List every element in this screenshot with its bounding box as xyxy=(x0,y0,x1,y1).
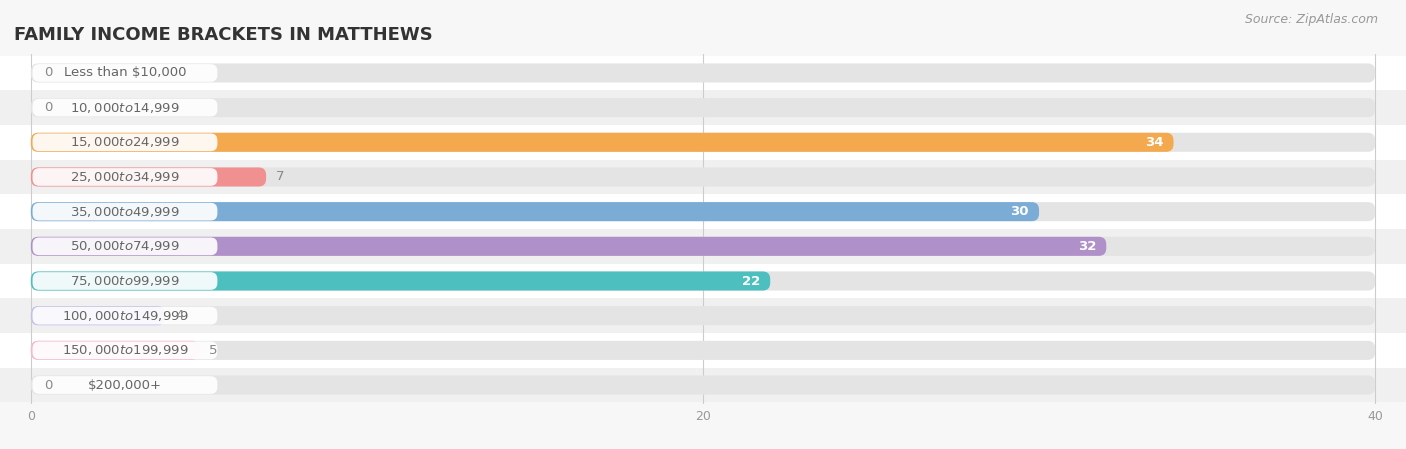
FancyBboxPatch shape xyxy=(32,376,218,394)
Text: $25,000 to $34,999: $25,000 to $34,999 xyxy=(70,170,180,184)
FancyBboxPatch shape xyxy=(31,133,1375,152)
FancyBboxPatch shape xyxy=(31,272,770,291)
FancyBboxPatch shape xyxy=(31,167,1375,186)
FancyBboxPatch shape xyxy=(32,168,218,186)
Text: 4: 4 xyxy=(176,309,184,322)
FancyBboxPatch shape xyxy=(31,237,1375,256)
FancyBboxPatch shape xyxy=(32,64,218,82)
Text: 5: 5 xyxy=(209,344,218,357)
FancyBboxPatch shape xyxy=(0,229,1406,264)
FancyBboxPatch shape xyxy=(0,194,1406,229)
FancyBboxPatch shape xyxy=(32,307,218,325)
Text: $50,000 to $74,999: $50,000 to $74,999 xyxy=(70,239,180,253)
Text: Source: ZipAtlas.com: Source: ZipAtlas.com xyxy=(1244,13,1378,26)
Text: Less than $10,000: Less than $10,000 xyxy=(63,66,186,79)
FancyBboxPatch shape xyxy=(32,99,218,116)
FancyBboxPatch shape xyxy=(0,56,1406,90)
FancyBboxPatch shape xyxy=(31,63,1375,83)
FancyBboxPatch shape xyxy=(32,342,218,359)
FancyBboxPatch shape xyxy=(0,160,1406,194)
FancyBboxPatch shape xyxy=(31,306,166,325)
FancyBboxPatch shape xyxy=(31,341,198,360)
FancyBboxPatch shape xyxy=(31,202,1375,221)
Text: $200,000+: $200,000+ xyxy=(89,379,162,392)
Text: $10,000 to $14,999: $10,000 to $14,999 xyxy=(70,101,180,114)
Text: 0: 0 xyxy=(45,379,52,392)
Text: FAMILY INCOME BRACKETS IN MATTHEWS: FAMILY INCOME BRACKETS IN MATTHEWS xyxy=(14,26,433,44)
Text: $35,000 to $49,999: $35,000 to $49,999 xyxy=(70,205,180,219)
FancyBboxPatch shape xyxy=(31,133,1174,152)
Text: $15,000 to $24,999: $15,000 to $24,999 xyxy=(70,135,180,150)
FancyBboxPatch shape xyxy=(31,375,1375,395)
FancyBboxPatch shape xyxy=(31,237,1107,256)
FancyBboxPatch shape xyxy=(31,306,1375,325)
Text: 7: 7 xyxy=(276,171,284,184)
Text: 30: 30 xyxy=(1011,205,1029,218)
FancyBboxPatch shape xyxy=(0,90,1406,125)
FancyBboxPatch shape xyxy=(0,333,1406,368)
FancyBboxPatch shape xyxy=(32,238,218,255)
FancyBboxPatch shape xyxy=(0,368,1406,402)
FancyBboxPatch shape xyxy=(0,264,1406,298)
Text: 32: 32 xyxy=(1078,240,1097,253)
Text: 22: 22 xyxy=(742,274,761,287)
FancyBboxPatch shape xyxy=(31,272,1375,291)
FancyBboxPatch shape xyxy=(31,341,1375,360)
FancyBboxPatch shape xyxy=(31,202,1039,221)
Text: $75,000 to $99,999: $75,000 to $99,999 xyxy=(70,274,180,288)
FancyBboxPatch shape xyxy=(31,98,1375,117)
FancyBboxPatch shape xyxy=(32,133,218,151)
Text: 0: 0 xyxy=(45,66,52,79)
Text: 34: 34 xyxy=(1144,136,1163,149)
Text: $150,000 to $199,999: $150,000 to $199,999 xyxy=(62,343,188,357)
FancyBboxPatch shape xyxy=(32,203,218,220)
FancyBboxPatch shape xyxy=(32,272,218,290)
FancyBboxPatch shape xyxy=(31,167,266,186)
FancyBboxPatch shape xyxy=(0,298,1406,333)
FancyBboxPatch shape xyxy=(0,125,1406,160)
Text: $100,000 to $149,999: $100,000 to $149,999 xyxy=(62,308,188,323)
Text: 0: 0 xyxy=(45,101,52,114)
